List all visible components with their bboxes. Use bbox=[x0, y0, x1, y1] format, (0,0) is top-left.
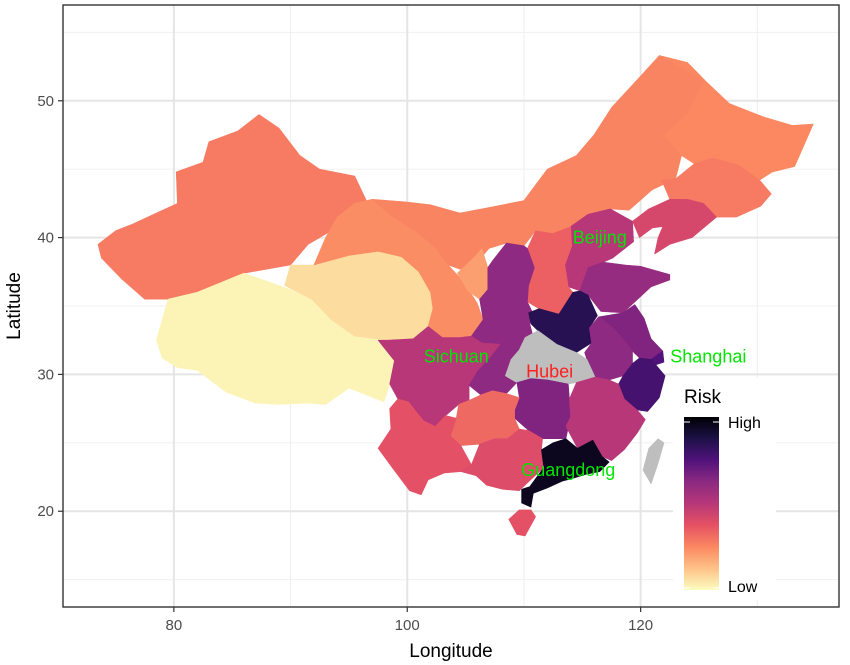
x-axis: 80 100 120 bbox=[166, 607, 653, 634]
legend-colorbar bbox=[684, 417, 719, 590]
region-hainan bbox=[508, 509, 536, 537]
legend-low-label: Low bbox=[728, 579, 758, 596]
region-taiwan bbox=[642, 438, 665, 485]
province-labels: Beijing Sichuan Hubei Shanghai Guangdong bbox=[424, 228, 747, 481]
legend-high-label: High bbox=[728, 415, 761, 432]
y-tick-label: 30 bbox=[37, 366, 54, 383]
region-yunnan bbox=[377, 398, 472, 496]
region-guangxi bbox=[460, 428, 545, 491]
plot-panel-border bbox=[62, 4, 840, 608]
map-label-hubei: Hubei bbox=[526, 362, 573, 382]
region-fujian bbox=[592, 398, 646, 461]
y-axis-title: Latitude bbox=[4, 272, 25, 340]
province-layer bbox=[97, 55, 814, 537]
legend-title: Risk bbox=[684, 387, 721, 408]
x-tick-label: 100 bbox=[395, 617, 420, 634]
region-tibet bbox=[156, 272, 395, 405]
x-tick-label: 120 bbox=[628, 617, 653, 634]
map-label-shanghai: Shanghai bbox=[670, 347, 746, 367]
region-guangdong bbox=[521, 438, 610, 508]
y-axis: 20 30 40 50 bbox=[37, 93, 63, 520]
map-label-guangdong: Guangdong bbox=[521, 460, 615, 480]
region-shandong bbox=[579, 261, 671, 314]
map-label-beijing: Beijing bbox=[573, 228, 627, 248]
map-label-sichuan: Sichuan bbox=[424, 347, 489, 367]
region-heilongjiang bbox=[659, 55, 814, 181]
legend: Risk High Low bbox=[673, 378, 776, 600]
y-tick-label: 40 bbox=[37, 230, 54, 247]
region-liaoning bbox=[632, 199, 717, 255]
y-tick-label: 20 bbox=[37, 503, 54, 520]
y-tick-label: 50 bbox=[37, 93, 54, 110]
x-axis-title: Longitude bbox=[409, 641, 492, 662]
x-tick-label: 80 bbox=[166, 617, 183, 634]
